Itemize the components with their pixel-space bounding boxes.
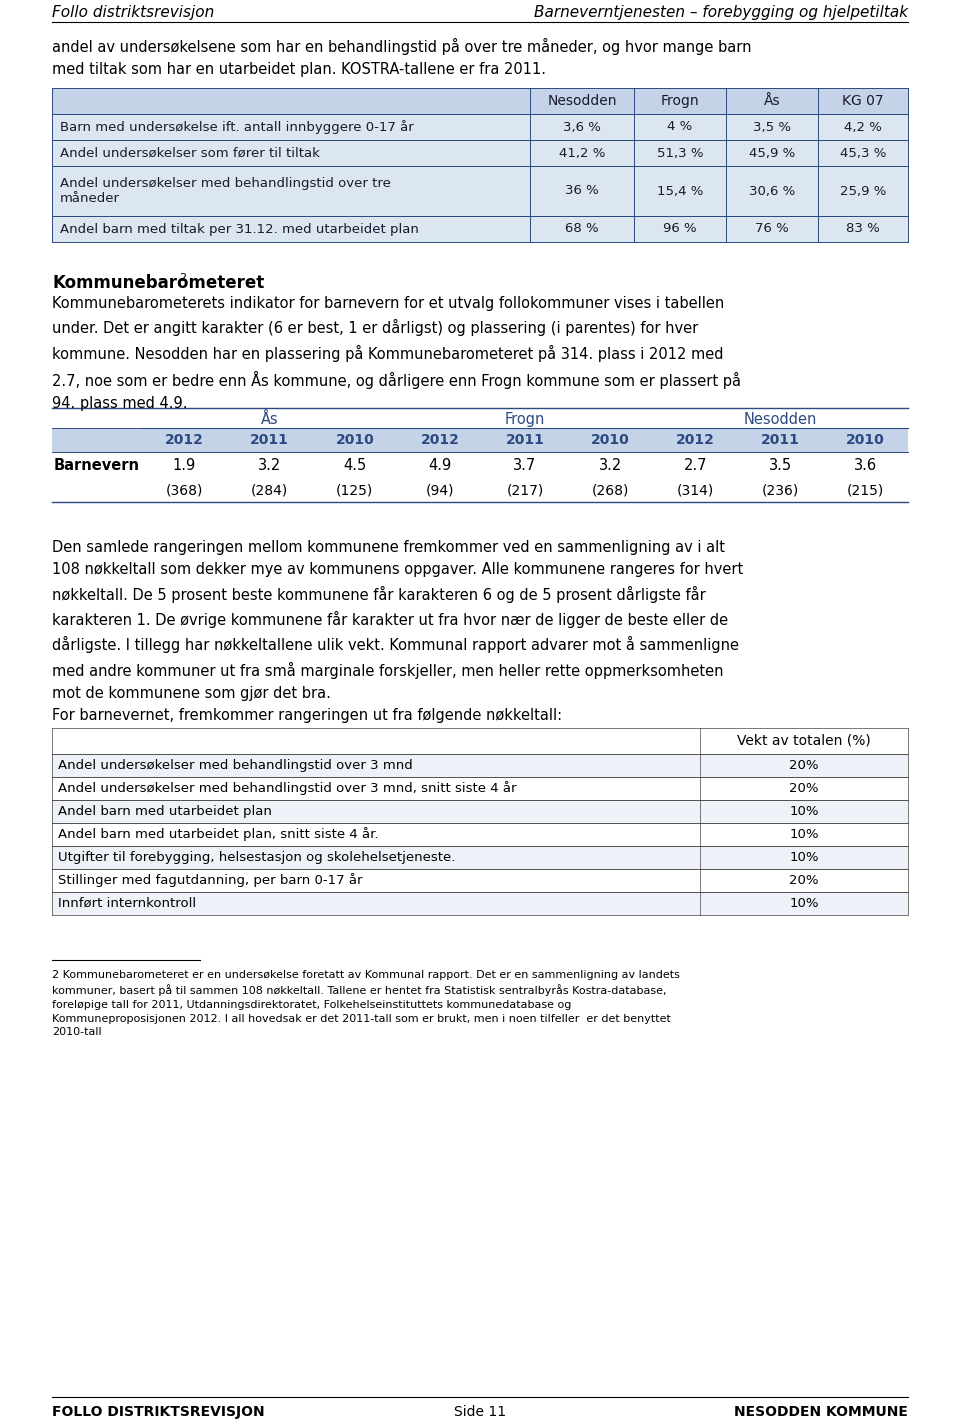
Text: 3.2: 3.2 [258, 457, 281, 473]
Text: 2011: 2011 [761, 433, 800, 447]
Text: Barneverntjenesten – forebygging og hjelpetiltak: Barneverntjenesten – forebygging og hjel… [534, 6, 908, 20]
Text: 45,3 %: 45,3 % [840, 147, 886, 159]
Text: 2012: 2012 [165, 433, 204, 447]
Text: Nesodden: Nesodden [744, 412, 817, 427]
Bar [52, 846, 908, 869]
Bar [52, 140, 908, 167]
Text: Side 11: Side 11 [454, 1405, 506, 1418]
Text: andel av undersøkelsene som har en behandlingstid på over tre måneder, og hvor m: andel av undersøkelsene som har en behan… [52, 38, 752, 77]
Text: Barn med undersøkelse ift. antall innbyggere 0-17 år: Barn med undersøkelse ift. antall innbyg… [60, 120, 414, 134]
Text: 4.9: 4.9 [428, 457, 451, 473]
Text: 10%: 10% [789, 805, 819, 817]
Text: 2011: 2011 [251, 433, 289, 447]
Bar [52, 429, 908, 451]
Text: NESODDEN KOMMUNE: NESODDEN KOMMUNE [734, 1405, 908, 1418]
Text: KG 07: KG 07 [842, 94, 884, 108]
Text: 25,9 %: 25,9 % [840, 185, 886, 198]
Text: Andel barn med utarbeidet plan: Andel barn med utarbeidet plan [58, 805, 272, 817]
Text: 41,2 %: 41,2 % [559, 147, 605, 159]
Text: Nesodden: Nesodden [547, 94, 616, 108]
Text: 96 %: 96 % [663, 222, 697, 235]
Bar [52, 167, 908, 216]
Text: (314): (314) [677, 483, 714, 497]
Bar [52, 800, 908, 823]
Text: 4,2 %: 4,2 % [844, 121, 882, 134]
Text: 20%: 20% [789, 782, 819, 795]
Text: 2010: 2010 [846, 433, 885, 447]
Text: Andel barn med tiltak per 31.12. med utarbeidet plan: Andel barn med tiltak per 31.12. med uta… [60, 222, 419, 235]
Text: 10%: 10% [789, 827, 819, 842]
Bar [52, 114, 908, 140]
Text: 15,4 %: 15,4 % [657, 185, 703, 198]
Bar [52, 88, 908, 114]
Text: Andel barn med utarbeidet plan, snitt siste 4 år.: Andel barn med utarbeidet plan, snitt si… [58, 827, 378, 842]
Text: 30,6 %: 30,6 % [749, 185, 795, 198]
Text: Vekt av totalen (%): Vekt av totalen (%) [737, 733, 871, 748]
Text: 4.5: 4.5 [343, 457, 367, 473]
Text: For barnevernet, fremkommer rangeringen ut fra følgende nøkkeltall:: For barnevernet, fremkommer rangeringen … [52, 708, 563, 723]
Text: (236): (236) [761, 483, 799, 497]
Text: Stillinger med fagutdanning, per barn 0-17 år: Stillinger med fagutdanning, per barn 0-… [58, 873, 363, 887]
Text: 2012: 2012 [676, 433, 714, 447]
Text: (215): (215) [847, 483, 884, 497]
Text: Ås: Ås [764, 94, 780, 108]
Text: (94): (94) [425, 483, 454, 497]
Bar [52, 778, 908, 800]
Text: 3.5: 3.5 [769, 457, 792, 473]
Text: 4 %: 4 % [667, 121, 692, 134]
Text: 1.9: 1.9 [173, 457, 196, 473]
Text: 83 %: 83 % [846, 222, 880, 235]
Text: 2: 2 [179, 273, 186, 283]
Text: 20%: 20% [789, 874, 819, 887]
Text: 2012: 2012 [420, 433, 459, 447]
Text: 76 %: 76 % [756, 222, 789, 235]
Text: 2010: 2010 [335, 433, 374, 447]
Text: Innført internkontroll: Innført internkontroll [58, 897, 196, 910]
Text: Utgifter til forebygging, helsestasjon og skolehelsetjeneste.: Utgifter til forebygging, helsestasjon o… [58, 852, 455, 864]
Bar [52, 869, 908, 891]
Text: 68 %: 68 % [565, 222, 599, 235]
Text: Kommunebarometeret: Kommunebarometeret [52, 273, 264, 292]
Text: 45,9 %: 45,9 % [749, 147, 795, 159]
Text: 3.6: 3.6 [853, 457, 877, 473]
Text: Barnevern: Barnevern [54, 457, 140, 473]
Bar [52, 216, 908, 242]
Text: 10%: 10% [789, 852, 819, 864]
Text: Frogn: Frogn [505, 412, 545, 427]
Text: 20%: 20% [789, 759, 819, 772]
Text: 3.2: 3.2 [598, 457, 622, 473]
Text: Andel undersøkelser med behandlingstid over 3 mnd, snitt siste 4 år: Andel undersøkelser med behandlingstid o… [58, 782, 516, 796]
Text: 2.7: 2.7 [684, 457, 707, 473]
Text: 2010: 2010 [590, 433, 630, 447]
Text: 36 %: 36 % [565, 185, 599, 198]
Text: 3,5 %: 3,5 % [753, 121, 791, 134]
Text: Kommunebarometerets indikator for barnevern for et utvalg follokommuner vises i : Kommunebarometerets indikator for barnev… [52, 296, 741, 412]
Bar [52, 753, 908, 778]
Text: 3.7: 3.7 [514, 457, 537, 473]
Bar [52, 891, 908, 916]
Text: Andel undersøkelser med behandlingstid over tre
måneder: Andel undersøkelser med behandlingstid o… [60, 177, 391, 205]
Text: Ås: Ås [261, 412, 278, 427]
Text: 51,3 %: 51,3 % [657, 147, 704, 159]
Text: Den samlede rangeringen mellom kommunene fremkommer ved en sammenligning av i al: Den samlede rangeringen mellom kommunene… [52, 540, 743, 701]
Text: (217): (217) [506, 483, 543, 497]
Text: (125): (125) [336, 483, 373, 497]
Text: Andel undersøkelser som fører til tiltak: Andel undersøkelser som fører til tiltak [60, 147, 320, 159]
Bar [52, 823, 908, 846]
Text: 2011: 2011 [506, 433, 544, 447]
Text: FOLLO DISTRIKTSREVISJON: FOLLO DISTRIKTSREVISJON [52, 1405, 265, 1418]
Bar [52, 728, 908, 753]
Text: (368): (368) [166, 483, 204, 497]
Text: 10%: 10% [789, 897, 819, 910]
Text: 2 Kommunebarometeret er en undersøkelse foretatt av Kommunal rapport. Det er en : 2 Kommunebarometeret er en undersøkelse … [52, 970, 680, 1037]
Text: (284): (284) [252, 483, 288, 497]
Text: Frogn: Frogn [660, 94, 699, 108]
Text: 3,6 %: 3,6 % [564, 121, 601, 134]
Text: Andel undersøkelser med behandlingstid over 3 mnd: Andel undersøkelser med behandlingstid o… [58, 759, 413, 772]
Text: (268): (268) [591, 483, 629, 497]
Text: Follo distriktsrevisjon: Follo distriktsrevisjon [52, 6, 214, 20]
